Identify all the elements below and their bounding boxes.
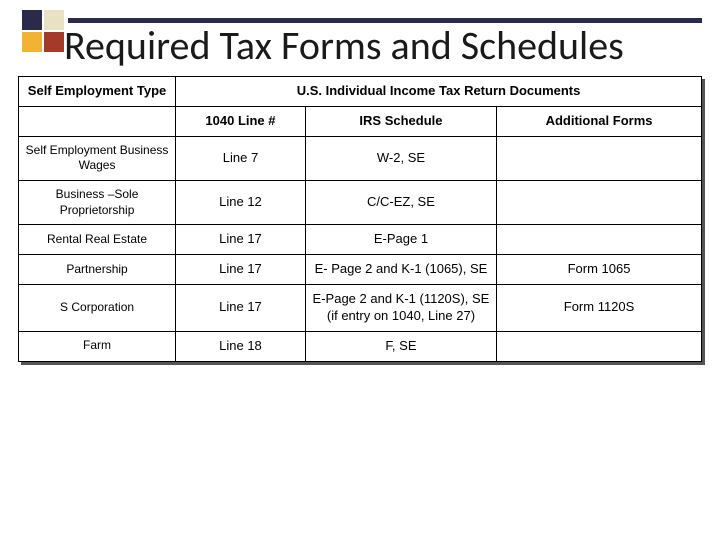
cell-line: Line 12 <box>176 180 306 224</box>
table-row: S Corporation Line 17 E-Page 2 and K-1 (… <box>19 284 702 331</box>
tax-forms-table: Self Employment Type U.S. Individual Inc… <box>18 76 702 362</box>
table-header-row-2: 1040 Line # IRS Schedule Additional Form… <box>19 106 702 136</box>
cell-forms <box>497 331 702 361</box>
cell-type: Rental Real Estate <box>19 225 176 255</box>
table-row: Rental Real Estate Line 17 E-Page 1 <box>19 225 702 255</box>
cell-line: Line 18 <box>176 331 306 361</box>
cell-forms: Form 1120S <box>497 284 702 331</box>
header-type: Self Employment Type <box>19 77 176 107</box>
logo-square-2 <box>44 10 64 30</box>
cell-schedule: F, SE <box>305 331 496 361</box>
cell-forms <box>497 136 702 180</box>
logo-square-3 <box>22 32 42 52</box>
cell-forms: Form 1065 <box>497 255 702 285</box>
cell-type: Farm <box>19 331 176 361</box>
logo-square-1 <box>22 10 42 30</box>
table-row: Business –Sole Proprietorship Line 12 C/… <box>19 180 702 224</box>
header-additional-forms: Additional Forms <box>497 106 702 136</box>
table-body: Self Employment Business Wages Line 7 W-… <box>19 136 702 361</box>
header-blank <box>19 106 176 136</box>
cell-type: S Corporation <box>19 284 176 331</box>
cell-schedule: E-Page 1 <box>305 225 496 255</box>
table-row: Farm Line 18 F, SE <box>19 331 702 361</box>
cell-schedule: E-Page 2 and K-1 (1120S), SE (if entry o… <box>305 284 496 331</box>
cell-type: Business –Sole Proprietorship <box>19 180 176 224</box>
cell-schedule: E- Page 2 and K-1 (1065), SE <box>305 255 496 285</box>
cell-line: Line 17 <box>176 255 306 285</box>
table-header-row-1: Self Employment Type U.S. Individual Inc… <box>19 77 702 107</box>
cell-type: Self Employment Business Wages <box>19 136 176 180</box>
header-irs-schedule: IRS Schedule <box>305 106 496 136</box>
cell-forms <box>497 225 702 255</box>
cell-line: Line 17 <box>176 284 306 331</box>
cell-forms <box>497 180 702 224</box>
header-1040-line: 1040 Line # <box>176 106 306 136</box>
cell-line: Line 17 <box>176 225 306 255</box>
header-documents: U.S. Individual Income Tax Return Docume… <box>176 77 702 107</box>
page-title: Required Tax Forms and Schedules <box>64 21 702 70</box>
cell-schedule: W-2, SE <box>305 136 496 180</box>
table-row: Self Employment Business Wages Line 7 W-… <box>19 136 702 180</box>
cell-line: Line 7 <box>176 136 306 180</box>
slide-header: Required Tax Forms and Schedules <box>0 0 720 70</box>
cell-schedule: C/C-EZ, SE <box>305 180 496 224</box>
table-container: Self Employment Type U.S. Individual Inc… <box>0 70 720 374</box>
cell-type: Partnership <box>19 255 176 285</box>
table-row: Partnership Line 17 E- Page 2 and K-1 (1… <box>19 255 702 285</box>
logo-square-4 <box>44 32 64 52</box>
